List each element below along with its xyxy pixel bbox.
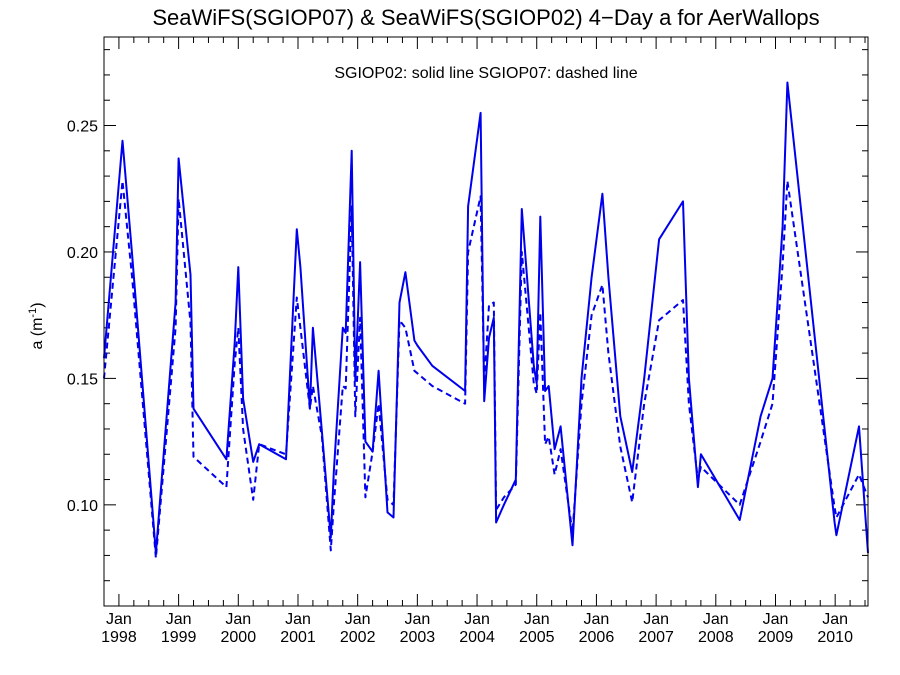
x-tick-year-label: 2007 <box>638 629 674 646</box>
x-tick-year-label: 2005 <box>519 629 555 646</box>
x-tick-month-label: Jan <box>464 611 490 628</box>
x-tick-month-label: Jan <box>345 611 371 628</box>
y-axis-label-superscript: -1 <box>27 308 39 318</box>
x-tick-month-label: Jan <box>703 611 729 628</box>
y-axis-label-close: ) <box>29 302 46 307</box>
y-tick-label: 0.10 <box>67 498 98 515</box>
x-tick-year-label: 1998 <box>101 629 137 646</box>
x-tick-year-label: 2006 <box>579 629 615 646</box>
x-tick-month-label: Jan <box>285 611 311 628</box>
y-tick-label: 0.25 <box>67 119 98 136</box>
x-tick-month-label: Jan <box>404 611 430 628</box>
x-tick-year-label: 2003 <box>400 629 436 646</box>
x-tick-month-label: Jan <box>643 611 669 628</box>
chart-title: SeaWiFS(SGIOP07) & SeaWiFS(SGIOP02) 4−Da… <box>152 5 819 30</box>
x-tick-year-label: 2008 <box>698 629 734 646</box>
y-tick-label: 0.20 <box>67 245 98 262</box>
x-tick-year-label: 2001 <box>280 629 316 646</box>
x-tick-month-label: Jan <box>106 611 132 628</box>
x-tick-year-label: 2004 <box>459 629 495 646</box>
series-sgiop02-solid-line <box>103 81 869 554</box>
series-sgiop07-dashed-line <box>103 180 869 559</box>
x-tick-year-label: 2010 <box>817 629 853 646</box>
x-tick-year-label: 2002 <box>340 629 376 646</box>
y-axis-label-main: a (m <box>29 318 46 350</box>
series-style-annotation: SGIOP02: solid line SGIOP07: dashed line <box>334 65 637 82</box>
y-tick-label: 0.15 <box>67 371 98 388</box>
plot-frame <box>103 36 869 607</box>
x-tick-month-label: Jan <box>166 611 192 628</box>
y-axis-label: a (m-1) <box>27 302 46 349</box>
plot-marks: 0.100.150.200.25Jan1998Jan1999Jan2000Jan… <box>67 37 869 646</box>
x-tick-month-label: Jan <box>524 611 550 628</box>
x-tick-year-label: 2009 <box>758 629 794 646</box>
x-tick-year-label: 2000 <box>221 629 257 646</box>
x-tick-month-label: Jan <box>225 611 251 628</box>
x-tick-month-label: Jan <box>763 611 789 628</box>
x-tick-year-label: 1999 <box>161 629 197 646</box>
x-tick-month-label: Jan <box>822 611 848 628</box>
x-tick-month-label: Jan <box>584 611 610 628</box>
